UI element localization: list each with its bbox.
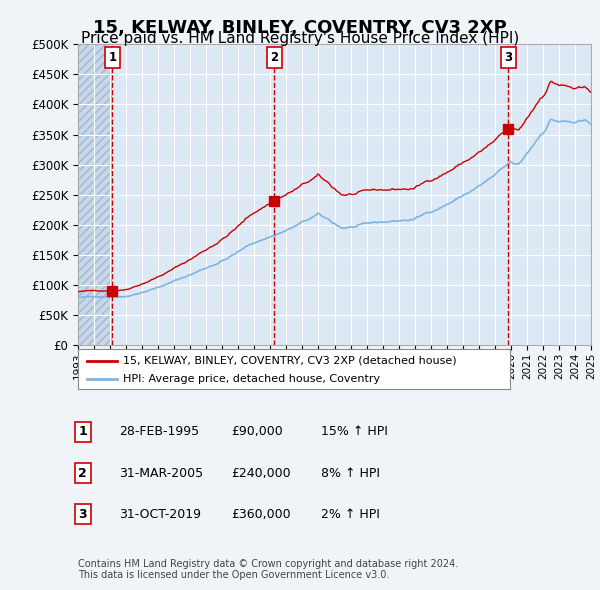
Text: Contains HM Land Registry data © Crown copyright and database right 2024.: Contains HM Land Registry data © Crown c… <box>78 559 458 569</box>
Text: 28-FEB-1995: 28-FEB-1995 <box>119 425 199 438</box>
Text: This data is licensed under the Open Government Licence v3.0.: This data is licensed under the Open Gov… <box>78 570 389 580</box>
Text: 1: 1 <box>79 425 87 438</box>
Text: 8% ↑ HPI: 8% ↑ HPI <box>321 467 380 480</box>
Text: £360,000: £360,000 <box>231 508 290 521</box>
Text: 2: 2 <box>271 51 278 64</box>
Text: 15, KELWAY, BINLEY, COVENTRY, CV3 2XP (detached house): 15, KELWAY, BINLEY, COVENTRY, CV3 2XP (d… <box>124 356 457 366</box>
Text: 3: 3 <box>79 508 87 521</box>
Text: 2% ↑ HPI: 2% ↑ HPI <box>321 508 380 521</box>
Text: 31-OCT-2019: 31-OCT-2019 <box>119 508 201 521</box>
Text: 15% ↑ HPI: 15% ↑ HPI <box>321 425 388 438</box>
Text: HPI: Average price, detached house, Coventry: HPI: Average price, detached house, Cove… <box>124 375 380 384</box>
Text: 15, KELWAY, BINLEY, COVENTRY, CV3 2XP: 15, KELWAY, BINLEY, COVENTRY, CV3 2XP <box>93 19 507 37</box>
Text: 31-MAR-2005: 31-MAR-2005 <box>119 467 203 480</box>
Text: 3: 3 <box>504 51 512 64</box>
Bar <box>78 44 112 345</box>
Text: £90,000: £90,000 <box>231 425 283 438</box>
Text: 2: 2 <box>79 467 87 480</box>
Text: £240,000: £240,000 <box>231 467 290 480</box>
Text: 1: 1 <box>109 51 116 64</box>
Text: Price paid vs. HM Land Registry's House Price Index (HPI): Price paid vs. HM Land Registry's House … <box>81 31 519 46</box>
